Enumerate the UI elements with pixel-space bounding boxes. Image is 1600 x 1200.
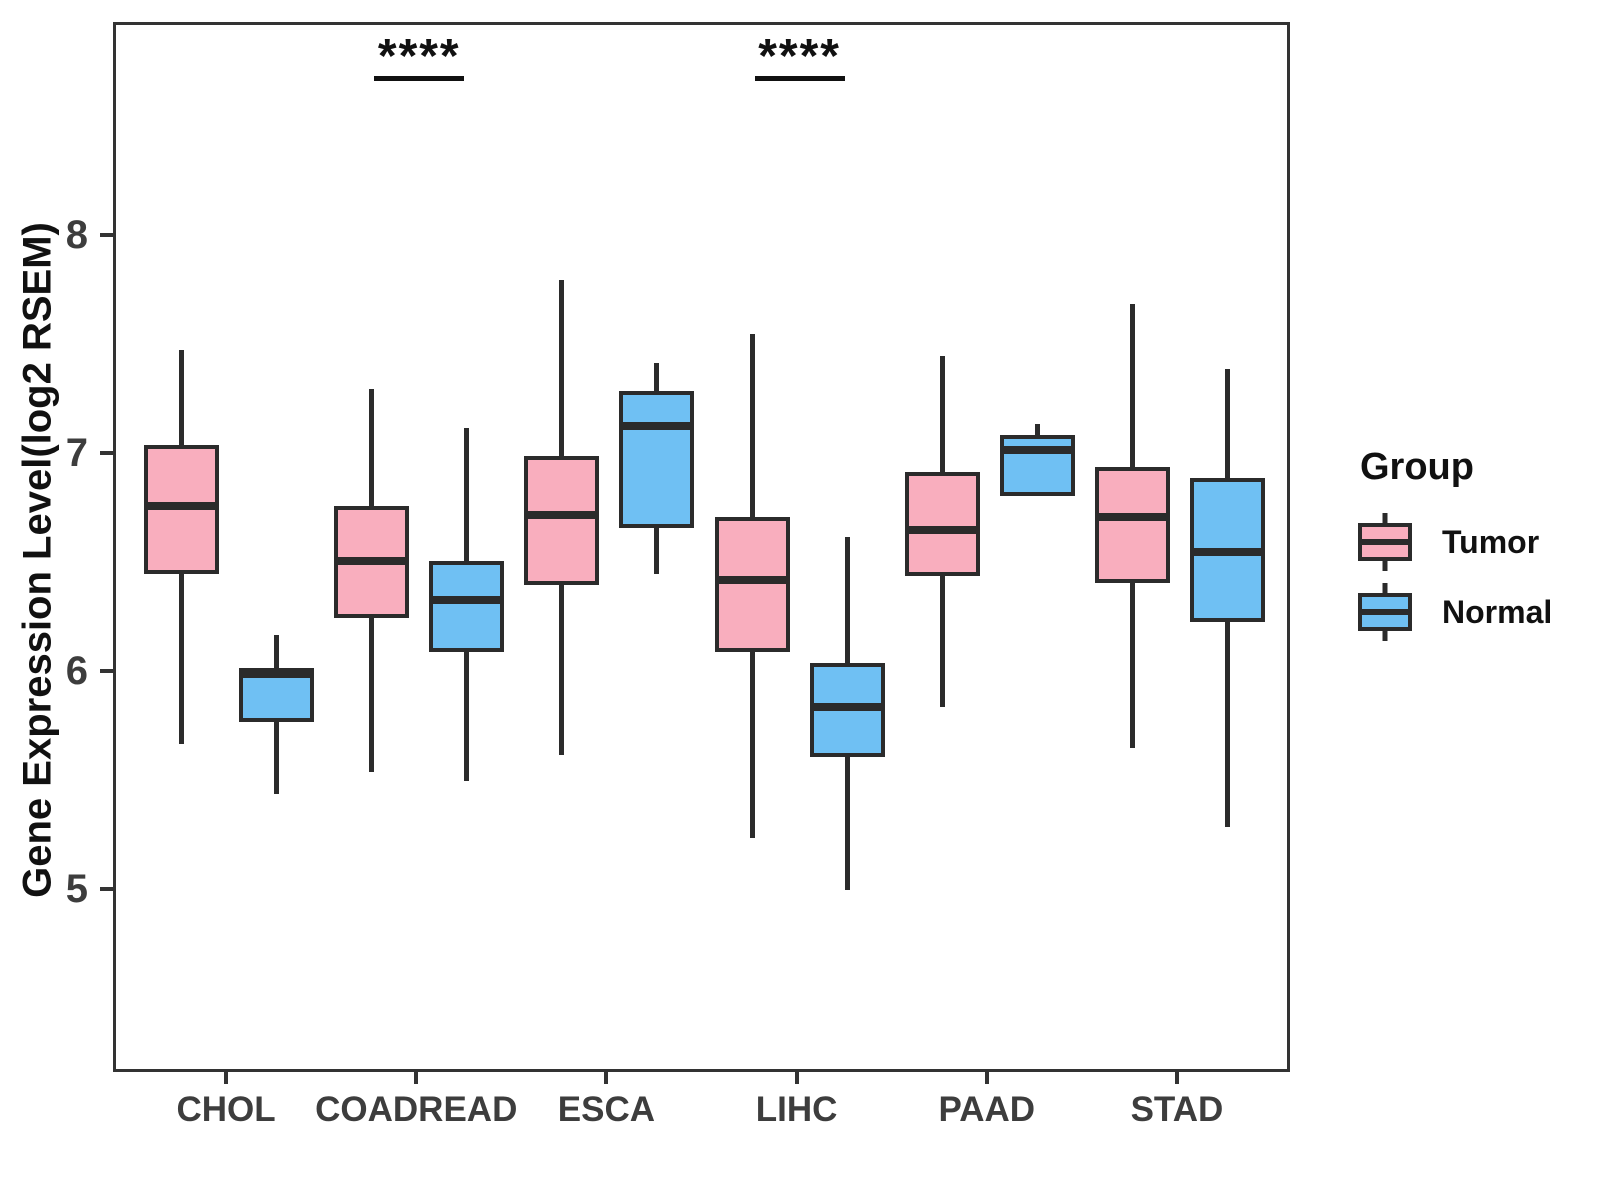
y-tick-label: 5 (65, 867, 88, 911)
tumor-box-lihc-median-line (714, 576, 790, 585)
key-whisker-bottom (1382, 629, 1388, 641)
normal-box-coadread-median-line (429, 596, 505, 605)
y-tick-label: 8 (65, 213, 88, 258)
legend: Group Tumor Normal (1358, 446, 1588, 653)
key-whisker-top (1382, 583, 1388, 595)
x-tick-label-coadread: COADREAD (315, 1090, 518, 1129)
y-tick-label: 6 (65, 649, 88, 694)
normal-box-chol-lower-whisker (274, 722, 280, 794)
normal-box-chol-median-line (239, 670, 315, 679)
legend-title: Group (1360, 446, 1474, 488)
tumor-box-esca-median-line (524, 511, 600, 520)
x-tick-label-paad: PAAD (938, 1090, 1036, 1129)
x-tick-label-lihc: LIHC (755, 1090, 838, 1129)
tumor-box-chol-median-line (144, 502, 220, 511)
plot-panel: **** **** (113, 22, 1290, 1072)
x-tick-mark (604, 1072, 609, 1084)
y-tick-mark (100, 233, 113, 238)
y-axis-title: Gene Expression Level(log2 RSEM) (15, 222, 60, 898)
x-tick-label-chol: CHOL (176, 1090, 276, 1129)
y-tick-label: 7 (65, 431, 88, 476)
significance-stars-lihc: **** (758, 30, 841, 83)
normal-box-stad-median-line (1189, 548, 1265, 557)
normal-box-stad-upper-whisker (1224, 369, 1230, 479)
normal-box-chol-upper-whisker (274, 634, 280, 668)
tumor-box-stad-median-line (1094, 513, 1170, 522)
tumor-box-lihc-lower-whisker (749, 652, 755, 838)
significance-line-coadread (374, 76, 465, 81)
normal-box-lihc-median-line (809, 702, 885, 711)
tumor-box-coadread-lower-whisker (369, 617, 375, 773)
tumor-box-paad-median-line (904, 526, 980, 535)
tumor-box-stad (1094, 467, 1170, 583)
tumor-box-paad (904, 471, 980, 577)
significance-stars-coadread: **** (377, 30, 461, 83)
tumor-box-stad-upper-whisker (1129, 303, 1135, 468)
tumor-box-esca-upper-whisker (559, 279, 565, 457)
x-tick-mark (414, 1072, 419, 1084)
x-tick-mark (794, 1072, 799, 1084)
key-whisker-top (1382, 513, 1388, 525)
key-median (1358, 609, 1412, 615)
legend-entry-tumor: Tumor (1358, 513, 1588, 571)
normal-box-coadread-lower-whisker (464, 652, 470, 781)
tumor-box-esca (524, 456, 600, 585)
legend-label-tumor: Tumor (1442, 524, 1540, 560)
normal-box-esca-upper-whisker (654, 362, 660, 391)
y-tick-mark (100, 669, 113, 674)
tumor-box-lihc (714, 517, 790, 653)
x-tick-mark (1174, 1072, 1179, 1084)
normal-boxplot-key-icon (1358, 583, 1412, 641)
x-tick-label-stad: STAD (1130, 1090, 1224, 1129)
tumor-box-lihc-upper-whisker (749, 334, 755, 518)
x-tick-mark (224, 1072, 229, 1084)
key-whisker-bottom (1382, 559, 1388, 571)
normal-box-paad (999, 434, 1075, 496)
normal-box-lihc-upper-whisker (844, 536, 850, 664)
tumor-box-esca-lower-whisker (559, 584, 565, 755)
tumor-box-chol-lower-whisker (179, 573, 185, 744)
tumor-box-paad-upper-whisker (939, 356, 945, 472)
normal-box-esca-median-line (619, 421, 695, 430)
tumor-box-stad-lower-whisker (1129, 582, 1135, 749)
normal-box-lihc-lower-whisker (844, 756, 850, 890)
normal-box-stad-lower-whisker (1224, 621, 1230, 827)
y-tick-mark (100, 887, 113, 891)
legend-label-normal: Normal (1442, 594, 1553, 630)
tumor-box-coadread-upper-whisker (369, 388, 375, 507)
key-median (1358, 539, 1412, 545)
x-tick-label-esca: ESCA (557, 1090, 656, 1129)
normal-box-paad-upper-whisker (1034, 423, 1040, 435)
tumor-box-coadread-median-line (334, 556, 410, 565)
normal-box-esca-lower-whisker (654, 528, 660, 574)
tumor-boxplot-key-icon (1358, 513, 1412, 571)
tumor-box-paad-lower-whisker (939, 576, 945, 707)
normal-box-paad-median-line (999, 445, 1075, 454)
y-tick-mark (100, 451, 113, 456)
significance-line-lihc (754, 76, 845, 81)
normal-box-coadread-upper-whisker (464, 428, 470, 561)
tumor-box-chol-upper-whisker (179, 349, 185, 446)
normal-box-coadread (429, 560, 505, 653)
x-tick-mark (984, 1072, 989, 1084)
legend-entry-normal: Normal (1358, 583, 1588, 641)
normal-box-esca (619, 390, 695, 529)
